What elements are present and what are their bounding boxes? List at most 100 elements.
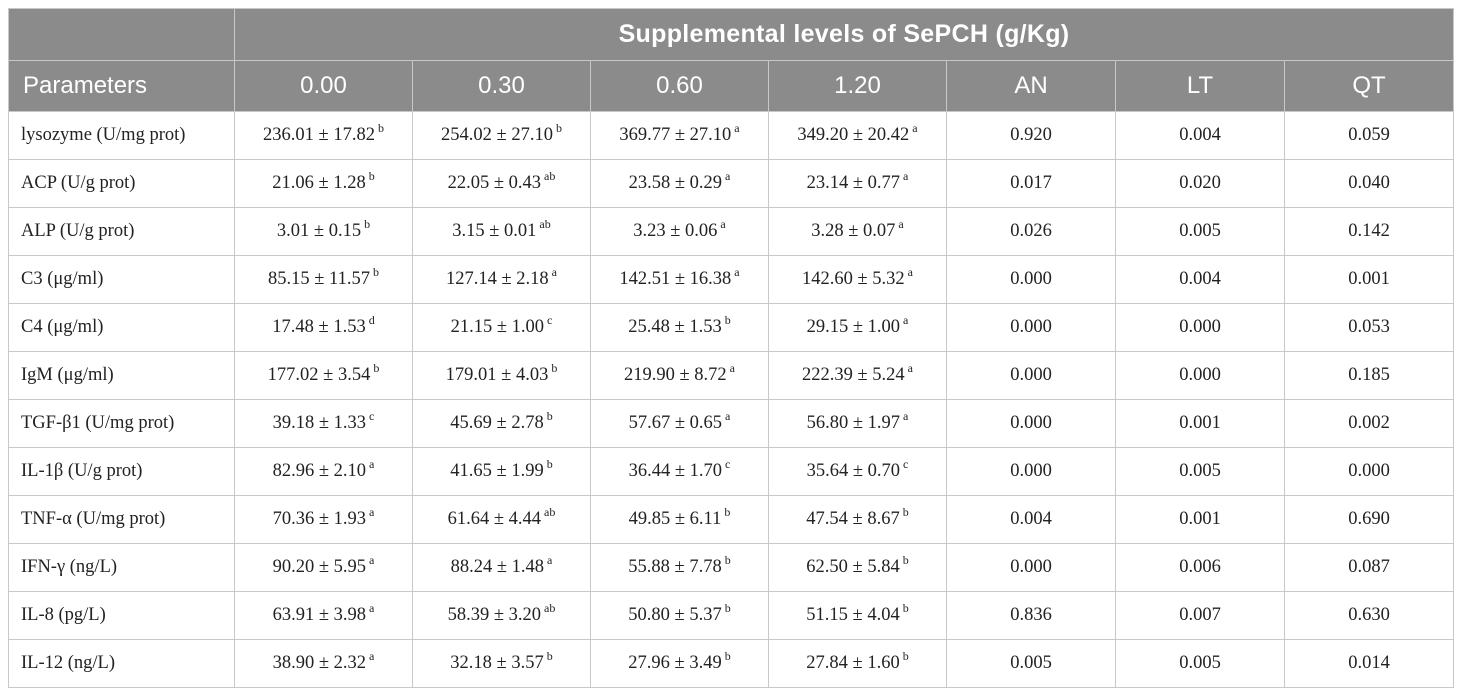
value-cell: 3.23 ± 0.06 a [590, 207, 769, 256]
table-row: C3 (μg/ml) 85.15 ± 11.57 b 127.14 ± 2.18 a 14… [8, 255, 1455, 304]
value-cell: 222.39 ± 5.24 a [768, 351, 947, 400]
value-cell: 70.36 ± 1.93 a [234, 495, 413, 544]
an-p-value-cell: 0.005 [946, 639, 1116, 688]
col-header-level-1-20: 1.20 [768, 60, 947, 112]
mean-sd-value: 88.24 ± 1.48 [450, 557, 545, 577]
qt-p-value-cell: 0.001 [1283, 255, 1455, 304]
parameter-name-cell: C4 (μg/ml) [8, 303, 235, 352]
significance-letter: a [369, 553, 375, 567]
mean-sd-value: 63.91 ± 3.98 [272, 605, 367, 625]
significance-letter: ab [544, 505, 556, 519]
value-cell: 3.15 ± 0.01 ab [412, 207, 591, 256]
value-cell: 369.77 ± 27.10 a [590, 111, 769, 160]
significance-letter: c [547, 313, 553, 327]
significance-letter: a [734, 121, 740, 135]
mean-sd-value: 127.14 ± 2.18 [446, 269, 549, 289]
lt-p-value-cell: 0.020 [1115, 159, 1285, 208]
parameter-name-cell: TNF-α (U/mg prot) [8, 495, 235, 544]
value-cell: 55.88 ± 7.78 b [590, 543, 769, 592]
lt-p-value-cell: 0.001 [1115, 399, 1285, 448]
parameter-name-cell: IL-8 (pg/L) [8, 591, 235, 640]
lt-p-value-cell: 0.000 [1115, 351, 1285, 400]
mean-sd-value: 45.69 ± 2.78 [450, 413, 544, 433]
table-row: lysozyme (U/mg prot) 236.01 ± 17.82 b 254.0… [8, 111, 1455, 160]
mean-sd-value: 349.20 ± 20.42 [797, 125, 910, 145]
value-cell: 142.60 ± 5.32 a [768, 255, 947, 304]
mean-sd-value: 27.96 ± 3.49 [628, 653, 722, 673]
significance-letter: b [364, 217, 371, 231]
mean-sd-value: 177.02 ± 3.54 [267, 365, 371, 385]
qt-p-value-cell: 0.087 [1283, 543, 1455, 592]
mean-sd-value: 27.84 ± 1.60 [806, 653, 900, 673]
col-header-qt: QT [1283, 60, 1455, 112]
value-cell: 36.44 ± 1.70 c [590, 447, 769, 496]
mean-sd-value: 369.77 ± 27.10 [619, 125, 732, 145]
mean-sd-value: 3.15 ± 0.01 [452, 221, 537, 241]
value-cell: 57.67 ± 0.65 a [590, 399, 769, 448]
value-cell: 82.96 ± 2.10 a [234, 447, 413, 496]
value-cell: 27.84 ± 1.60 b [768, 639, 947, 688]
value-cell: 47.54 ± 8.67 b [768, 495, 947, 544]
significance-letter: a [547, 553, 553, 567]
value-cell: 49.85 ± 6.11 b [590, 495, 769, 544]
parameter-name-cell: IFN-γ (ng/L) [8, 543, 235, 592]
an-p-value-cell: 0.920 [946, 111, 1116, 160]
lt-p-value-cell: 0.004 [1115, 111, 1285, 160]
value-cell: 58.39 ± 3.20 ab [412, 591, 591, 640]
value-cell: 3.01 ± 0.15 b [234, 207, 413, 256]
significance-letter: b [902, 553, 909, 567]
parameter-name-cell: ALP (U/g prot) [8, 207, 235, 256]
mean-sd-value: 3.23 ± 0.06 [633, 221, 718, 241]
value-cell: 88.24 ± 1.48 a [412, 543, 591, 592]
mean-sd-value: 62.50 ± 5.84 [806, 557, 900, 577]
mean-sd-value: 254.02 ± 27.10 [441, 125, 553, 145]
an-p-value-cell: 0.000 [946, 543, 1116, 592]
immune-parameters-table: Supplemental levels of SePCH (g/Kg) Para… [8, 8, 1455, 688]
table-body: lysozyme (U/mg prot) 236.01 ± 17.82 b 254.0… [8, 111, 1455, 688]
value-cell: 90.20 ± 5.95 a [234, 543, 413, 592]
significance-letter: b [546, 457, 553, 471]
value-cell: 61.64 ± 4.44 ab [412, 495, 591, 544]
value-cell: 21.15 ± 1.00 c [412, 303, 591, 352]
mean-sd-value: 36.44 ± 1.70 [628, 461, 723, 481]
significance-letter: a [369, 505, 375, 519]
mean-sd-value: 32.18 ± 3.57 [450, 653, 544, 673]
mean-sd-value: 25.48 ± 1.53 [628, 317, 722, 337]
mean-sd-value: 3.01 ± 0.15 [276, 221, 362, 241]
significance-letter: d [368, 313, 375, 327]
significance-letter: a [725, 169, 731, 183]
significance-letter: b [368, 169, 375, 183]
parameter-name-cell: TGF-β1 (U/mg prot) [8, 399, 235, 448]
significance-letter: b [902, 649, 909, 663]
mean-sd-value: 21.15 ± 1.00 [450, 317, 545, 337]
value-cell: 85.15 ± 11.57 b [234, 255, 413, 304]
mean-sd-value: 29.15 ± 1.00 [806, 317, 901, 337]
significance-letter: a [903, 313, 909, 327]
value-cell: 25.48 ± 1.53 b [590, 303, 769, 352]
value-cell: 17.48 ± 1.53 d [234, 303, 413, 352]
significance-letter: a [912, 121, 918, 135]
mean-sd-value: 17.48 ± 1.53 [272, 317, 366, 337]
table-row: IL-1β (U/g prot) 82.96 ± 2.10 a 41.65 ± 1.9… [8, 447, 1455, 496]
value-cell: 22.05 ± 0.43 ab [412, 159, 591, 208]
mean-sd-value: 22.05 ± 0.43 [447, 173, 542, 193]
mean-sd-value: 47.54 ± 8.67 [806, 509, 900, 529]
an-p-value-cell: 0.000 [946, 447, 1116, 496]
table-row: ALP (U/g prot) 3.01 ± 0.15 b 3.15 ± 0.01 ab 3… [8, 207, 1455, 256]
significance-letter: a [369, 601, 375, 615]
value-cell: 39.18 ± 1.33 c [234, 399, 413, 448]
qt-p-value-cell: 0.040 [1283, 159, 1455, 208]
an-p-value-cell: 0.000 [946, 399, 1116, 448]
table-row: IFN-γ (ng/L) 90.20 ± 5.95 a 88.24 ± 1.48 a 55… [8, 543, 1455, 592]
qt-p-value-cell: 0.059 [1283, 111, 1455, 160]
significance-letter: b [377, 121, 384, 135]
mean-sd-value: 236.01 ± 17.82 [263, 125, 375, 145]
col-header-level-0-60: 0.60 [590, 60, 769, 112]
table-row: TNF-α (U/mg prot) 70.36 ± 1.93 a 61.64 ± 4.… [8, 495, 1455, 544]
value-cell: 41.65 ± 1.99 b [412, 447, 591, 496]
parameter-name-cell: ACP (U/g prot) [8, 159, 235, 208]
value-cell: 56.80 ± 1.97 a [768, 399, 947, 448]
qt-p-value-cell: 0.053 [1283, 303, 1455, 352]
significance-letter: ab [544, 169, 556, 183]
mean-sd-value: 90.20 ± 5.95 [272, 557, 367, 577]
